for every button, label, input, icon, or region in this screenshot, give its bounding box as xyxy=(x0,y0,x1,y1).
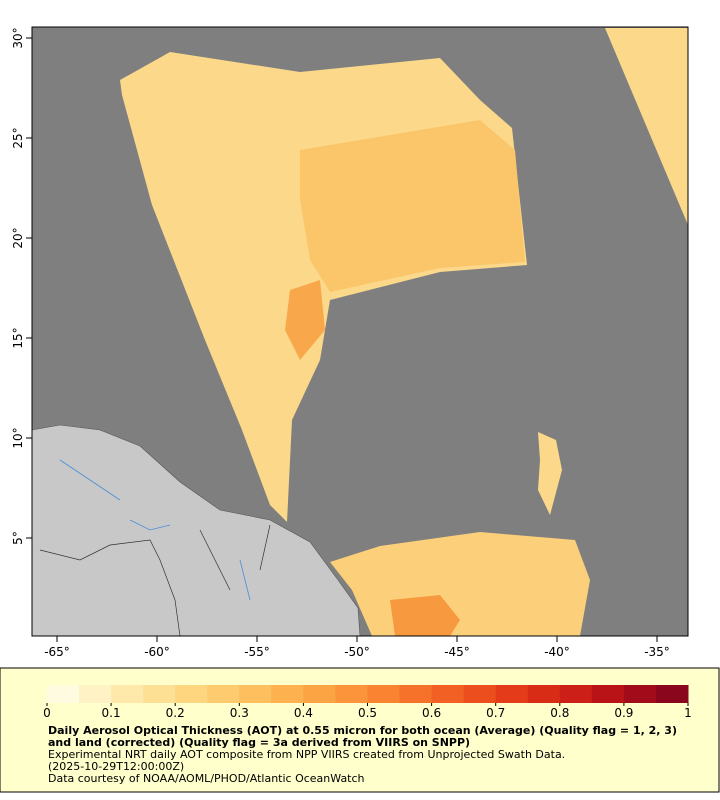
credit: Data courtesy of NOAA/AOML/PHOD/Atlantic… xyxy=(48,772,365,785)
colorbar-tick-label: 0.5 xyxy=(358,706,377,720)
colorbar-segment xyxy=(559,685,593,703)
time: (2025-10-29T12:00:00Z) xyxy=(48,760,185,773)
notes: Daily Aerosol Optical Thickness (AOT) at… xyxy=(48,725,680,785)
map-frame xyxy=(31,26,689,637)
colorbar-segment xyxy=(495,685,529,703)
colorbar-segment xyxy=(591,685,625,703)
colorbar-tick-label: 0.7 xyxy=(486,706,505,720)
colorbar-segment xyxy=(303,685,336,703)
colorbar-segment xyxy=(271,685,304,703)
aot-swath xyxy=(300,120,525,292)
colorbar-segment xyxy=(175,685,208,703)
colorbar-segment xyxy=(399,685,433,703)
colorbar-segment xyxy=(527,685,561,703)
aot-swath xyxy=(285,280,325,360)
aot-swath xyxy=(605,28,688,225)
colorbar-tick-label: 0.4 xyxy=(294,706,313,720)
colorbar: 0 0.1 0.2 0.3 0.4 0.5 0.6 0.7 0.8 0.9 1 xyxy=(43,685,692,720)
colorbar-segment xyxy=(367,685,401,703)
colorbar-tick-label: 0.6 xyxy=(422,706,441,720)
colorbar-segment xyxy=(655,685,689,703)
y-tick-label: 10° xyxy=(11,427,25,448)
colorbar-segment xyxy=(431,685,465,703)
colorbar-segment xyxy=(335,685,368,703)
y-tick-label: 20° xyxy=(11,227,25,248)
subtitle: Experimental NRT daily AOT composite fro… xyxy=(48,748,566,761)
rivers xyxy=(59,459,251,601)
x-tick-label: -50° xyxy=(344,645,370,659)
colorbar-tick-label: 0.8 xyxy=(550,706,569,720)
colorbar-tick-label: 0.2 xyxy=(166,706,185,720)
colorbar-segment xyxy=(207,685,240,703)
x-tick-label: -65° xyxy=(44,645,70,659)
aot-swath xyxy=(390,595,460,636)
colorbar-tick-label: 0 xyxy=(43,706,51,720)
x-tick-label: -45° xyxy=(444,645,470,659)
title: Daily Aerosol Optical Thickness (AOT) at… xyxy=(48,724,677,749)
colorbar-segment xyxy=(143,685,176,703)
colorbar-segment xyxy=(79,685,112,703)
colorbar-tick-label: 0.9 xyxy=(614,706,633,720)
y-tick-label: 30° xyxy=(11,27,25,48)
x-tick-label: -55° xyxy=(244,645,270,659)
aot-swath xyxy=(538,432,562,515)
colorbar-segment xyxy=(47,685,80,703)
y-tick-label: 25° xyxy=(11,127,25,148)
colorbar-segment xyxy=(463,685,497,703)
colorbar-tick-label: 1 xyxy=(684,706,692,720)
colorbar-segment xyxy=(111,685,144,703)
colorbar-segment xyxy=(623,685,657,703)
borders xyxy=(39,524,271,637)
colorbar-tick-label: 0.3 xyxy=(230,706,249,720)
colorbar-segment xyxy=(239,685,272,703)
x-tick-label: -35° xyxy=(644,645,670,659)
y-tick-label: 5° xyxy=(11,531,25,545)
x-tick-label: -40° xyxy=(544,645,570,659)
colorbar-tick-label: 0.1 xyxy=(102,706,121,720)
axes: -65° -60° -55° -50° -45° -40° -35° 5° 10° 15° 20° 2… xyxy=(11,27,670,659)
x-tick-label: -60° xyxy=(144,645,170,659)
aot-swaths xyxy=(120,28,688,636)
y-tick-label: 15° xyxy=(11,327,25,348)
